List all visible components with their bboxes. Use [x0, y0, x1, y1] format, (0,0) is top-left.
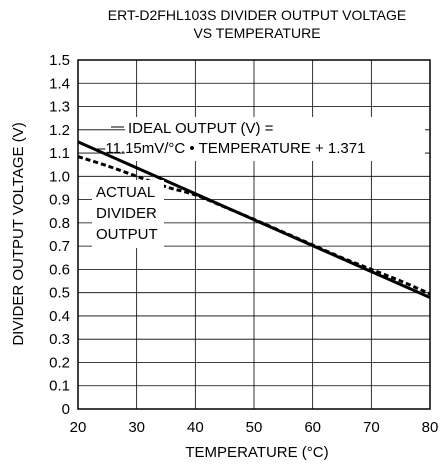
x-tick-label: 60: [304, 419, 321, 436]
ideal-output-label-line-2: –11.15mV/°C • TEMPERATURE + 1.371: [97, 140, 365, 157]
x-tick-label: 50: [246, 419, 263, 436]
x-tick-label: 20: [70, 419, 87, 436]
tick-labels: 20 30 40 50 60 70 80 0 0.1 0.2 0.3 0.4 0.5 0.6 0.7 0.8 0…: [49, 52, 438, 436]
y-tick-label: 0: [62, 401, 70, 418]
y-tick-label: 1.0: [49, 168, 70, 185]
y-axis-label: DIVIDER OUTPUT VOLTAGE (V): [10, 122, 27, 345]
y-tick-label: 0.4: [49, 308, 70, 325]
y-tick-label: 0.5: [49, 285, 70, 302]
actual-output-label-line-2: DIVIDER: [96, 205, 157, 222]
annotations: IDEAL OUTPUT (V) = –11.15mV/°C • TEMPERAT…: [92, 117, 425, 248]
y-tick-label: 0.9: [49, 192, 70, 209]
plot-frame: [77, 59, 431, 410]
y-tick-label: 0.8: [49, 215, 70, 232]
y-tick-label: 0.7: [49, 238, 70, 255]
y-tick-label: 1.4: [49, 75, 70, 92]
chart-title-line-1: ERT-D2FHL103S DIVIDER OUTPUT VOLTAGE: [108, 7, 406, 23]
y-tick-label: 1.5: [49, 52, 70, 69]
x-tick-label: 70: [363, 419, 380, 436]
x-tick-label: 30: [128, 419, 145, 436]
ideal-output-label-line-1: IDEAL OUTPUT (V) =: [128, 120, 274, 137]
y-tick-label: 0.2: [49, 354, 70, 371]
y-tick-label: 1.1: [49, 145, 70, 162]
x-axis-label: TEMPERATURE (°C): [185, 444, 328, 461]
y-tick-label: 0.3: [49, 331, 70, 348]
actual-output-label-line-3: OUTPUT: [96, 226, 158, 243]
y-tick-label: 0.6: [49, 261, 70, 278]
actual-output-line: [77, 155, 431, 296]
series: [77, 140, 431, 299]
actual-output-label-bg: [92, 180, 164, 248]
y-tick-label: 1.3: [49, 99, 70, 116]
x-tick-label: 40: [187, 419, 204, 436]
actual-output-label-line-1: ACTUAL: [96, 184, 155, 201]
y-tick-label: 0.1: [49, 378, 70, 395]
ideal-output-label-bg: [125, 117, 425, 161]
y-tick-label: 1.2: [49, 122, 70, 139]
chart-title-line-2: VS TEMPERATURE: [193, 25, 320, 41]
x-tick-label: 80: [422, 419, 439, 436]
